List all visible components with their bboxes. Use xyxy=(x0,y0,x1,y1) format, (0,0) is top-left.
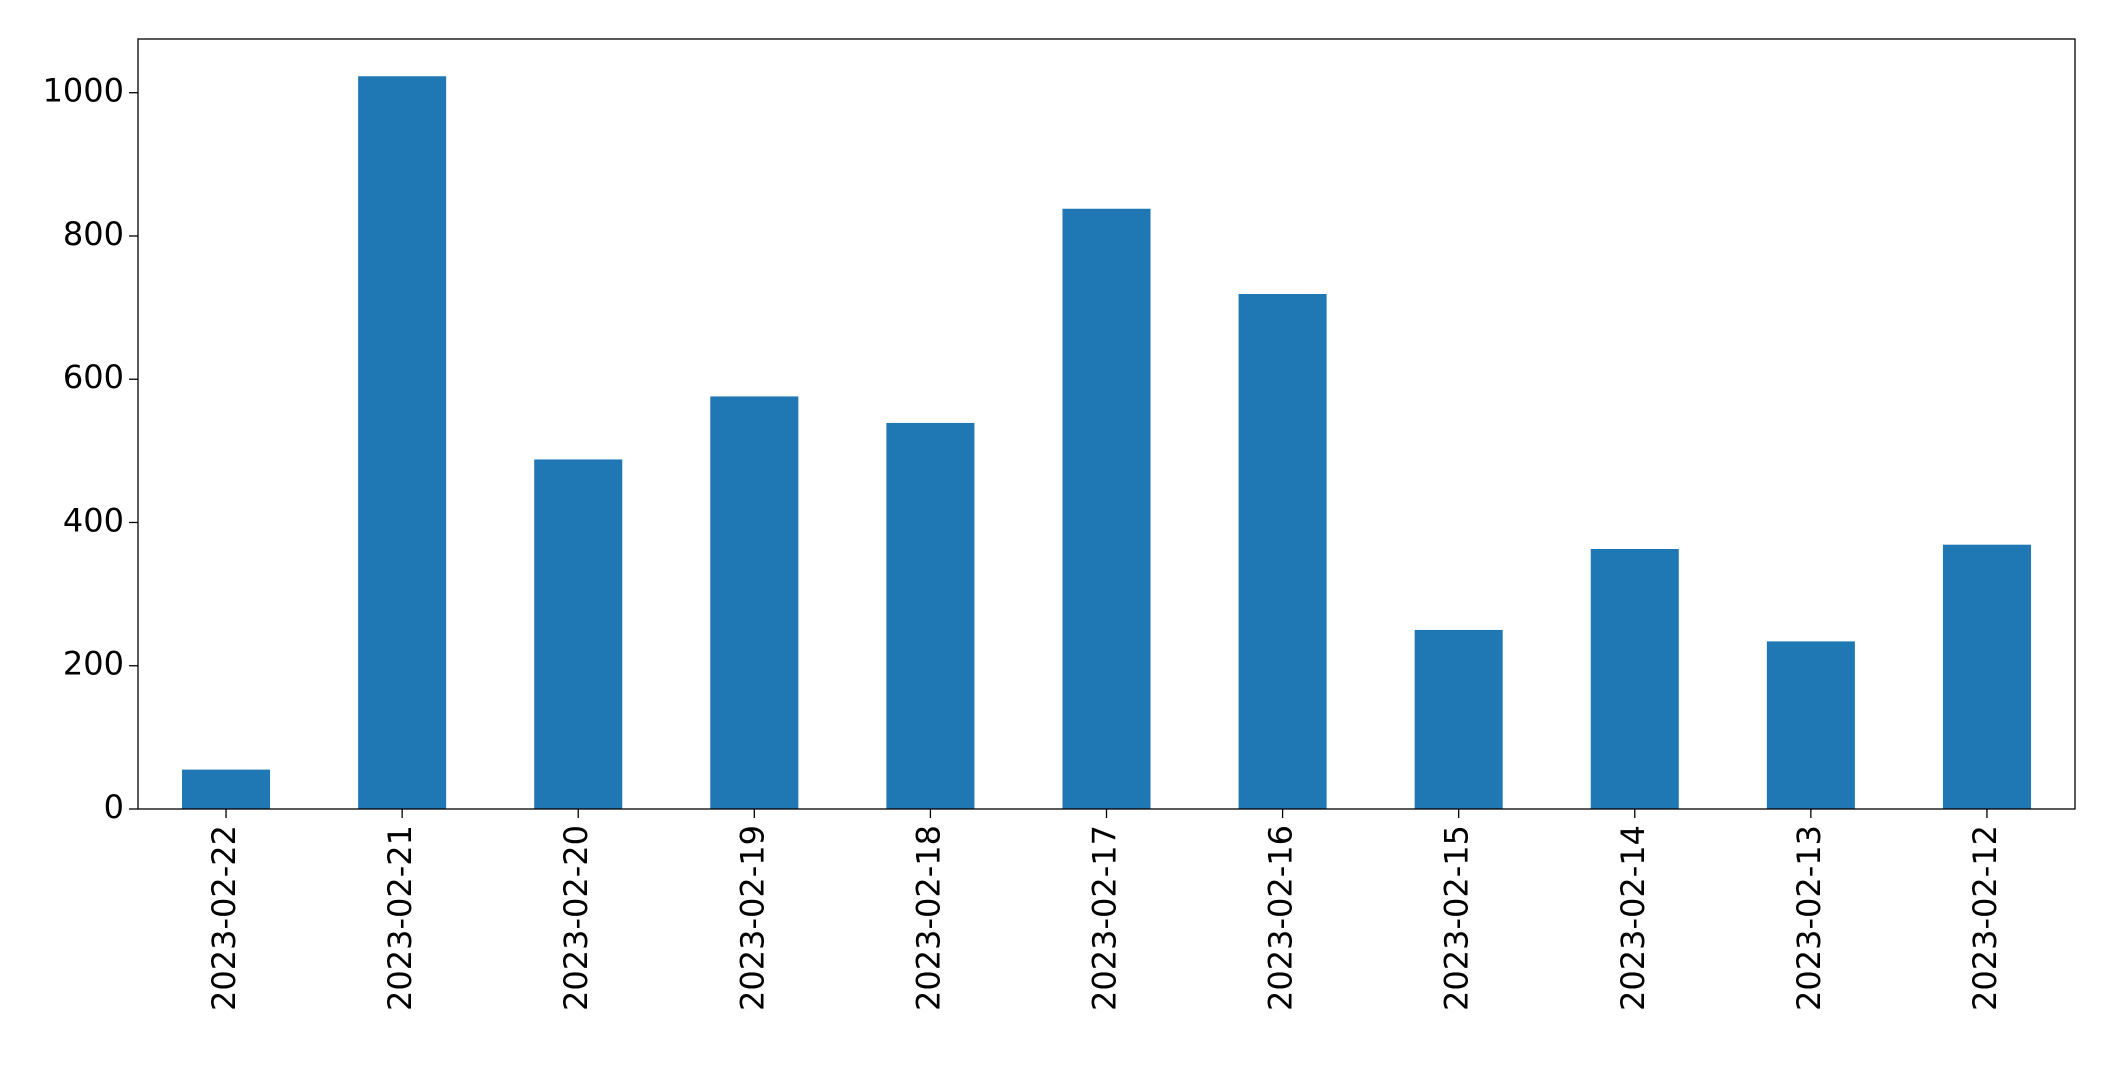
bar xyxy=(1238,293,1327,809)
x-tick-label: 2023-02-22 xyxy=(205,825,243,1011)
plot-frame xyxy=(137,38,2076,810)
bar xyxy=(1062,208,1151,810)
x-tick-label: 2023-02-16 xyxy=(1262,825,1300,1011)
y-tick-label: 600 xyxy=(63,358,124,396)
x-tick-label: 2023-02-15 xyxy=(1438,825,1476,1011)
x-tick-label: 2023-02-18 xyxy=(909,825,947,1011)
bar xyxy=(710,396,799,809)
bar xyxy=(1942,544,2031,809)
bar xyxy=(1766,641,1855,809)
bar xyxy=(358,76,447,809)
bar xyxy=(1590,548,1679,809)
x-tick-label: 2023-02-13 xyxy=(1790,825,1828,1011)
x-tick-label: 2023-02-12 xyxy=(1966,825,2004,1011)
x-tick-label: 2023-02-19 xyxy=(733,825,771,1011)
y-tick-label: 0 xyxy=(104,788,124,826)
x-tick-label: 2023-02-17 xyxy=(1086,825,1124,1011)
x-tick-label: 2023-02-20 xyxy=(557,825,595,1011)
bar xyxy=(886,422,975,809)
bar xyxy=(534,459,623,809)
x-tick-label: 2023-02-21 xyxy=(381,825,419,1011)
x-tick-label: 2023-02-14 xyxy=(1614,825,1652,1011)
bar xyxy=(182,769,271,809)
y-tick-label: 1000 xyxy=(43,72,124,110)
y-tick-label: 800 xyxy=(63,215,124,253)
bar xyxy=(1414,629,1503,809)
y-tick-label: 200 xyxy=(63,645,124,683)
y-tick-label: 400 xyxy=(63,501,124,539)
